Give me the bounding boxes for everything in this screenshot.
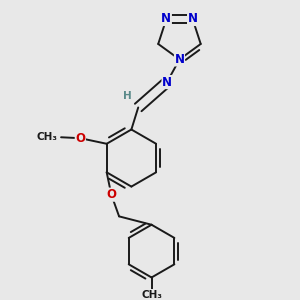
Text: O: O xyxy=(75,132,85,145)
Text: CH₃: CH₃ xyxy=(37,132,58,142)
Text: O: O xyxy=(106,188,116,201)
Text: N: N xyxy=(175,53,184,66)
Text: N: N xyxy=(161,13,171,26)
Text: H: H xyxy=(123,91,132,101)
Text: CH₃: CH₃ xyxy=(141,290,162,299)
Text: N: N xyxy=(162,76,172,88)
Text: N: N xyxy=(188,13,198,26)
